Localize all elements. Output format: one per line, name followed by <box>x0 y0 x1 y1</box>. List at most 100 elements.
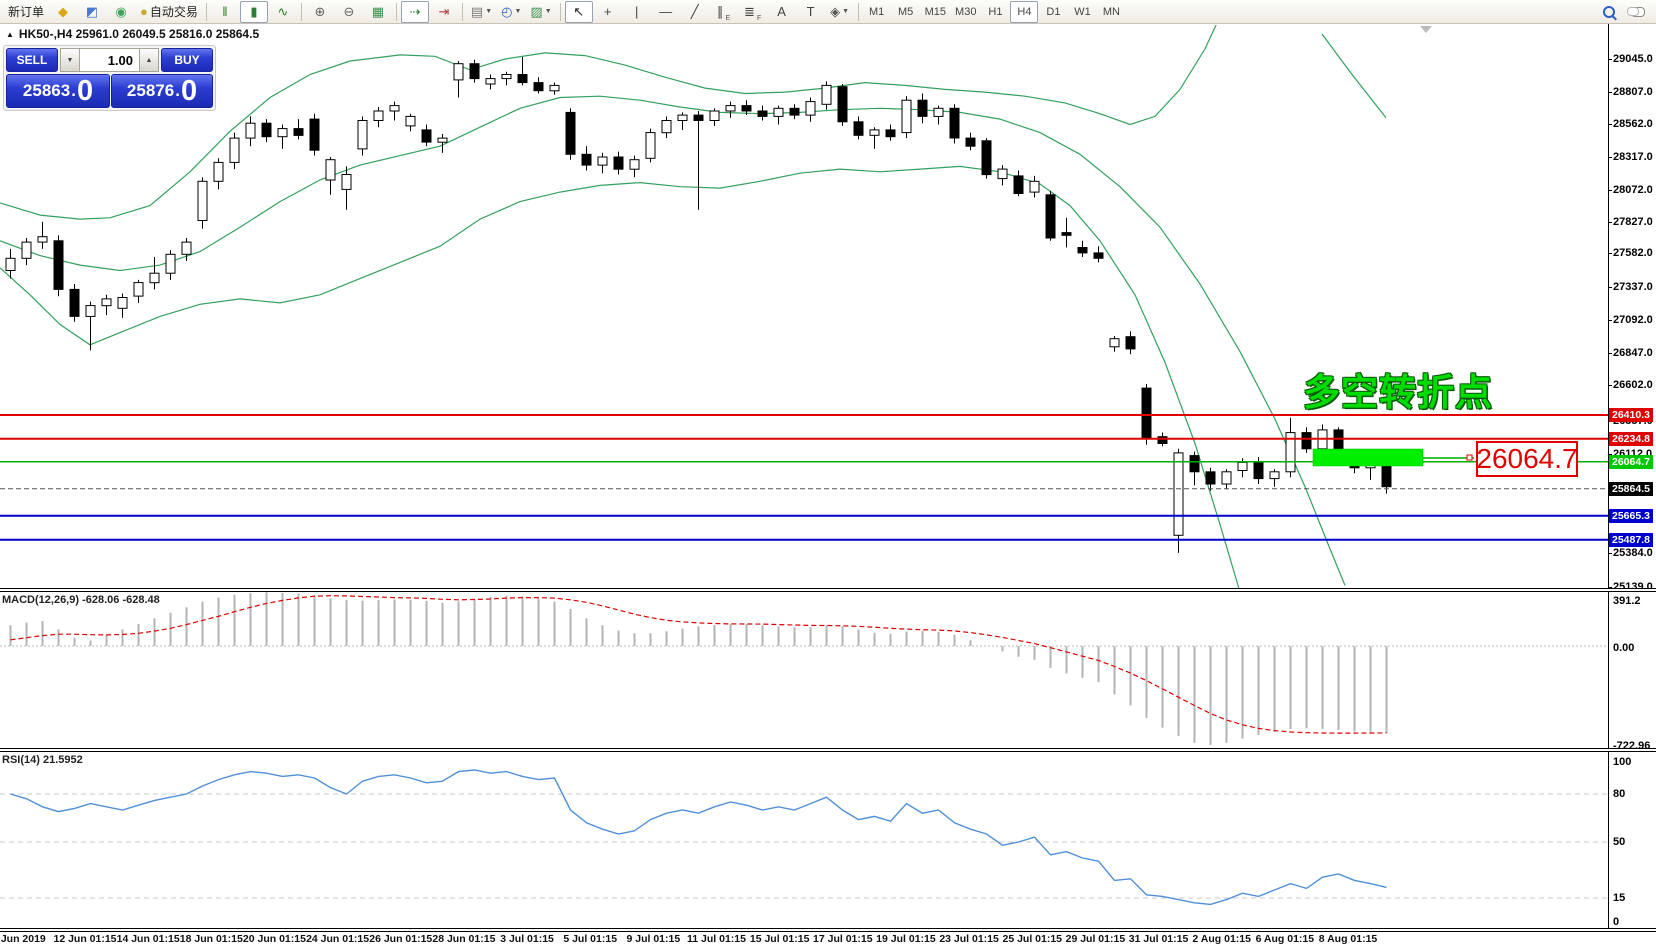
timeframe-h4-button-label: H4 <box>1017 5 1032 18</box>
sell-price-button[interactable]: 25863. 0 <box>6 74 110 108</box>
terminal-button[interactable]: ◩ <box>78 1 106 23</box>
tile-windows-icon: ▦ <box>371 4 385 19</box>
signal-icon: ◉ <box>115 4 127 19</box>
autotrading-button[interactable]: ● 自动交易 <box>136 1 202 23</box>
time-axis-label: 3 Jul 01:15 <box>500 933 554 945</box>
candle <box>853 116 864 140</box>
candle <box>1221 469 1232 490</box>
price-callout-label[interactable]: 26064.7 <box>1476 441 1578 477</box>
macd-rsi-separator[interactable] <box>0 748 1656 752</box>
signals-button[interactable]: ◉ <box>107 1 135 23</box>
chevron-down-icon[interactable]: ▼ <box>544 8 552 15</box>
main-macd-separator[interactable] <box>0 588 1656 592</box>
timeframe-m30-button[interactable]: M30 <box>951 1 980 23</box>
auto-scroll-button[interactable]: ⇢ <box>400 0 429 23</box>
time-axis-label: 12 Jun 01:15 <box>53 933 117 945</box>
turning-point-annotation[interactable]: 多空转折点 <box>1303 372 1493 413</box>
buy-price-button[interactable]: 25876. 0 <box>111 74 213 108</box>
timeframe-m5-button[interactable]: M5 <box>892 1 920 23</box>
volume-increase-button[interactable]: ▲ <box>139 48 159 72</box>
timeframe-h4-button[interactable]: H4 <box>1010 0 1039 23</box>
chat-button[interactable] <box>1624 1 1652 23</box>
candle <box>149 257 160 290</box>
sell-button[interactable]: SELL <box>6 48 58 72</box>
connector-anchor <box>1466 454 1473 461</box>
trendline-button[interactable]: ╱ <box>681 1 709 23</box>
candle <box>613 151 624 175</box>
candle <box>741 100 752 116</box>
new-chart-icon: ▤ <box>470 4 484 19</box>
candle <box>197 177 208 229</box>
timeframe-m15-button[interactable]: M15 <box>921 1 950 23</box>
time-axis-label: 26 Jun 01:15 <box>369 933 433 945</box>
candle <box>1125 331 1136 355</box>
bar-chart-button[interactable]: ‖ <box>211 1 239 23</box>
timeframe-h1-button[interactable]: H1 <box>981 1 1009 23</box>
candle <box>549 82 560 95</box>
timeframe-m1-button[interactable]: M1 <box>863 1 891 23</box>
candle <box>37 221 48 249</box>
fibonacci-button[interactable]: ≣ F <box>739 1 767 23</box>
chevron-down-icon[interactable]: ▼ <box>485 8 493 15</box>
equidistant-channel-button[interactable]: ∥ E <box>710 1 738 23</box>
horizontal-line-button[interactable]: — <box>652 1 680 23</box>
autotrading-button-label: 自动交易 <box>149 5 198 19</box>
candlestick-chart-button[interactable]: ▮ <box>239 0 268 23</box>
new-chart-button[interactable]: ▤ ▼ <box>467 1 496 23</box>
candle <box>1109 336 1120 352</box>
fibonacci-icon: ≣ <box>744 4 755 19</box>
timeframe-d1-button[interactable]: D1 <box>1039 1 1067 23</box>
timeframe-mn-button-label: MN <box>1102 5 1120 18</box>
rsi-axis-label: 50 <box>1613 836 1626 848</box>
profiles-button[interactable]: ◴ ▼ <box>497 1 525 23</box>
price-axis-label: 26602.0 <box>1613 379 1653 391</box>
candlestick-icon: ▮ <box>250 4 258 19</box>
candle <box>821 81 832 110</box>
rsi-line <box>10 769 1387 906</box>
text-label-button[interactable]: T <box>797 1 825 23</box>
candle <box>1285 417 1296 478</box>
main-chart-pane <box>0 25 1608 588</box>
axis-tick <box>1608 190 1612 191</box>
timeframe-mn-button[interactable]: MN <box>1097 1 1125 23</box>
new-order-button[interactable]: 新订单 <box>4 1 48 23</box>
candle <box>1029 175 1040 198</box>
axis-tick <box>1608 320 1612 321</box>
line-chart-button[interactable]: ∿ <box>269 1 297 23</box>
price-axis-label: 28317.0 <box>1613 151 1653 163</box>
volume-decrease-button[interactable]: ▼ <box>60 48 80 72</box>
quotes-button[interactable]: ◆ <box>49 1 77 23</box>
indicators-button[interactable]: ▨ ▼ <box>526 1 555 23</box>
candle <box>869 127 880 149</box>
candle <box>133 279 144 303</box>
search-button[interactable] <box>1595 1 1623 23</box>
equidistant-channel-icon: ∥ <box>717 4 724 19</box>
crosshair-button[interactable]: + <box>594 1 622 23</box>
quotes-icon: ◆ <box>58 4 69 19</box>
candle <box>485 74 496 90</box>
tile-windows-button[interactable]: ▦ <box>364 1 392 23</box>
vertical-line-button[interactable]: | <box>623 1 651 23</box>
candle <box>245 116 256 147</box>
candle <box>405 113 416 132</box>
buy-button[interactable]: BUY <box>161 48 213 72</box>
volume-input[interactable] <box>80 48 139 72</box>
chart-shift-button[interactable]: ⇥ <box>430 1 458 23</box>
arrows-button[interactable]: ◈ ▼ <box>826 1 854 23</box>
cursor-button[interactable]: ↖ <box>564 0 593 23</box>
price-axis-label: 28807.0 <box>1613 86 1653 98</box>
timeframe-w1-button[interactable]: W1 <box>1068 1 1096 23</box>
text-button[interactable]: A <box>768 1 796 23</box>
chevron-down-icon[interactable]: ▼ <box>514 8 522 15</box>
toolbar-separator <box>205 2 207 21</box>
zoom-in-button[interactable]: ⊕ <box>306 1 334 23</box>
toolbar-separator <box>857 2 859 21</box>
chevron-down-icon[interactable]: ▼ <box>842 8 850 15</box>
time-axis-label: 24 Jun 01:15 <box>306 933 370 945</box>
candle <box>357 116 368 156</box>
bar-chart-icon: ‖ <box>222 4 228 19</box>
zoom-out-button[interactable]: ⊖ <box>335 1 363 23</box>
price-axis-label: 27092.0 <box>1613 314 1653 326</box>
shapes-icon: ◈ <box>830 4 841 19</box>
